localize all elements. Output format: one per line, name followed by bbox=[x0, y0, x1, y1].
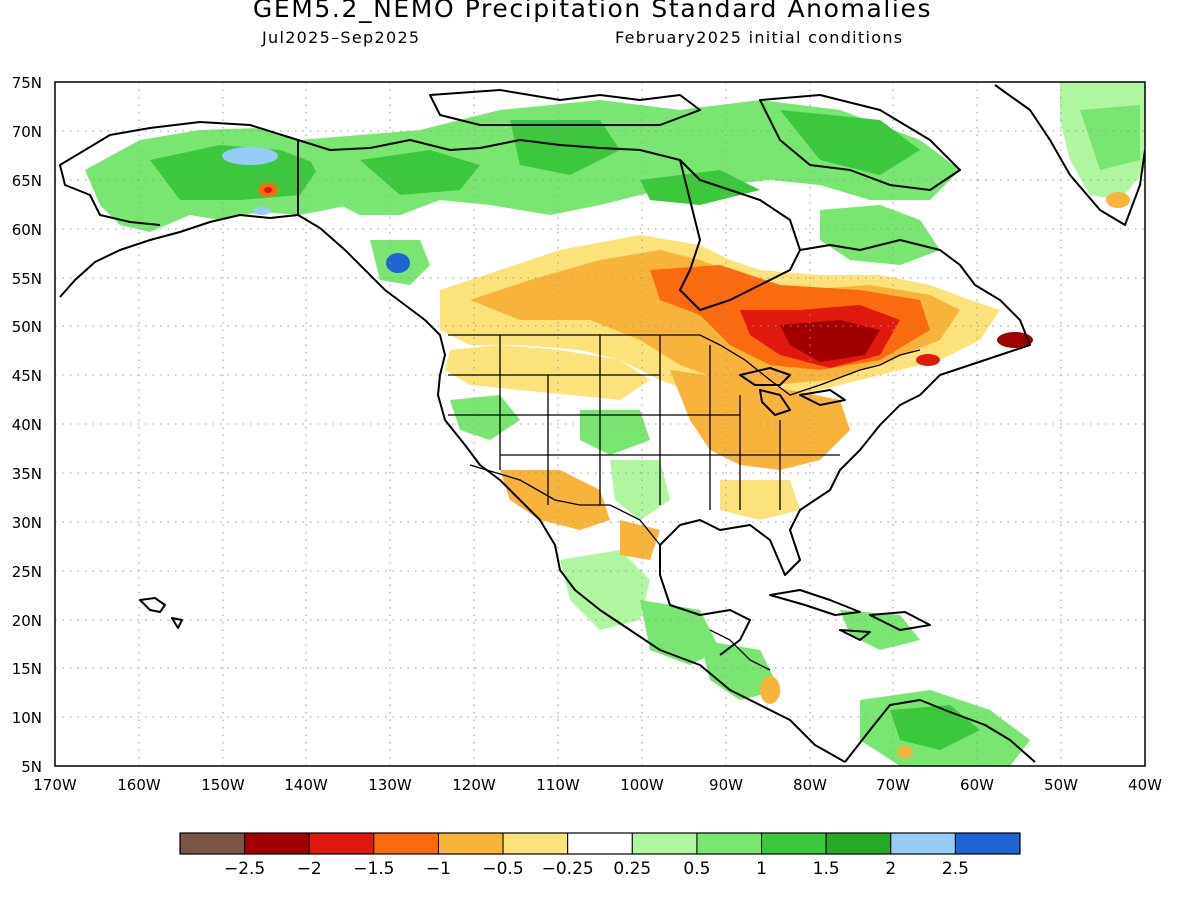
lat-label: 50N bbox=[12, 318, 42, 336]
colorbar-label: −0.25 bbox=[542, 859, 594, 879]
colorbar-swatch bbox=[825, 832, 892, 855]
lat-label: 65N bbox=[12, 172, 42, 190]
lat-label: 70N bbox=[12, 123, 42, 141]
lat-label: 10N bbox=[12, 709, 42, 727]
lat-label: 55N bbox=[12, 270, 42, 288]
lon-label: 170W bbox=[33, 776, 77, 794]
lat-label: 5N bbox=[21, 758, 42, 776]
colorbar-swatch bbox=[954, 832, 1021, 855]
latitude-labels: 75N 70N 65N 60N 55N 50N 45N 40N 35N 30N … bbox=[12, 74, 42, 776]
lat-label: 20N bbox=[12, 612, 42, 630]
map-area bbox=[55, 82, 1145, 766]
lat-label: 45N bbox=[12, 367, 42, 385]
colorbar-swatch bbox=[502, 832, 569, 855]
lat-label: 60N bbox=[12, 221, 42, 239]
map-frame bbox=[54, 81, 1146, 767]
colorbar-label: −0.5 bbox=[482, 859, 523, 879]
colorbar-label: 0.25 bbox=[613, 859, 651, 879]
lon-label: 70W bbox=[876, 776, 910, 794]
lon-label: 160W bbox=[117, 776, 161, 794]
colorbar-swatch bbox=[761, 832, 827, 855]
colorbar-label: −1 bbox=[426, 859, 451, 879]
lon-label: 80W bbox=[793, 776, 827, 794]
colorbar-labels: −2.5 −2 −1.5 −1 −0.5 −0.25 0.25 0.5 1 1.5 2 2.5 bbox=[224, 859, 969, 879]
lon-label: 40W bbox=[1128, 776, 1162, 794]
lat-label: 35N bbox=[12, 465, 42, 483]
colorbar-label: −2.5 bbox=[224, 859, 265, 879]
lon-label: 120W bbox=[452, 776, 496, 794]
colorbar-label: −1.5 bbox=[353, 859, 394, 879]
lon-label: 130W bbox=[368, 776, 412, 794]
political-borders bbox=[297, 140, 921, 671]
longitude-labels: 170W 160W 150W 140W 130W 120W 110W 100W … bbox=[33, 776, 1162, 794]
lon-label: 150W bbox=[201, 776, 245, 794]
colorbar-label: 1 bbox=[756, 859, 767, 879]
chart-title: GEM5.2_NEMO Precipitation Standard Anoma… bbox=[252, 0, 933, 23]
lon-label: 100W bbox=[620, 776, 664, 794]
colorbar-label: 2 bbox=[885, 859, 896, 879]
initial-conditions: February2025 initial conditions bbox=[615, 28, 904, 47]
graticule bbox=[55, 82, 1145, 766]
lat-label: 30N bbox=[12, 514, 42, 532]
colorbar-label: 0.5 bbox=[683, 859, 710, 879]
colorbar-swatch bbox=[308, 832, 375, 855]
colorbar: −2.5 −2 −1.5 −1 −0.5 −0.25 0.25 0.5 1 1.5 2 2.5 bbox=[179, 832, 1021, 879]
colorbar-swatch bbox=[890, 832, 956, 855]
lon-label: 110W bbox=[536, 776, 580, 794]
lat-label: 15N bbox=[12, 660, 42, 678]
colorbar-label: −2 bbox=[297, 859, 322, 879]
lon-label: 140W bbox=[284, 776, 328, 794]
colorbar-swatch bbox=[179, 832, 246, 855]
lon-label: 90W bbox=[709, 776, 743, 794]
colorbar-swatch bbox=[696, 832, 763, 855]
lon-label: 60W bbox=[960, 776, 994, 794]
colorbar-swatch bbox=[437, 832, 504, 855]
lon-label: 50W bbox=[1044, 776, 1078, 794]
colorbar-label: 1.5 bbox=[813, 859, 840, 879]
colorbar-swatch bbox=[567, 832, 633, 855]
lat-label: 40N bbox=[12, 416, 42, 434]
colorbar-label: 2.5 bbox=[942, 859, 969, 879]
colorbar-swatch bbox=[631, 832, 698, 855]
lat-label: 75N bbox=[12, 74, 42, 92]
colorbar-frame bbox=[179, 832, 1021, 855]
colorbar-swatches bbox=[179, 832, 1021, 855]
lat-label: 25N bbox=[12, 563, 42, 581]
forecast-period: Jul2025–Sep2025 bbox=[262, 28, 421, 47]
anomaly-shading bbox=[85, 82, 1145, 766]
colorbar-swatch bbox=[244, 832, 310, 855]
colorbar-swatch bbox=[373, 832, 439, 855]
